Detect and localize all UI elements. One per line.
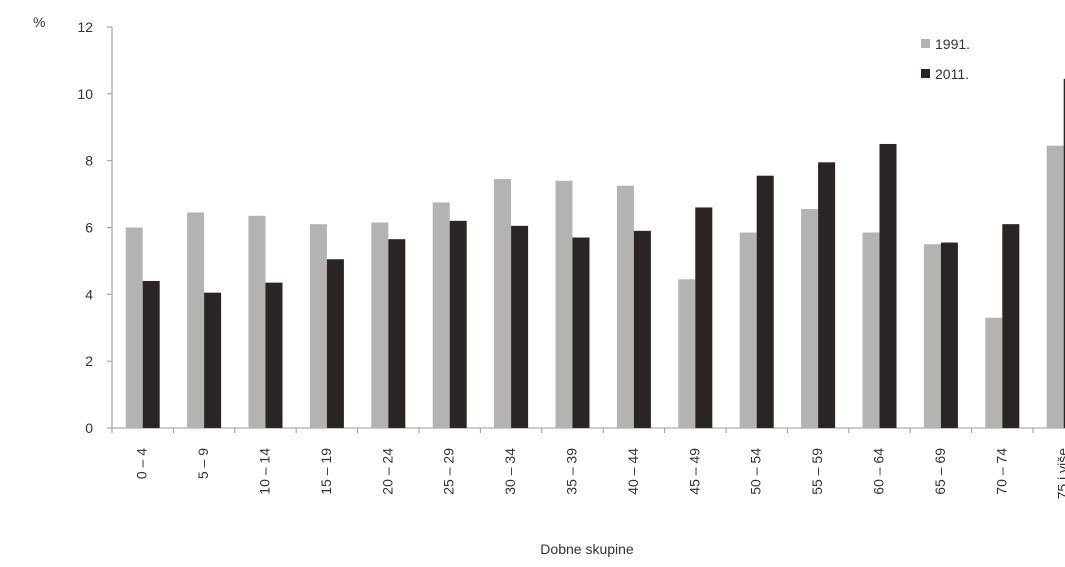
x-tick-label: 45 – 49 [686, 448, 702, 495]
bar-1991-3 [309, 224, 327, 428]
bar-1991-13 [923, 244, 941, 428]
x-tick-label: 35 – 39 [564, 448, 580, 495]
bar-1991-0 [125, 227, 143, 428]
x-tick-label: 20 – 24 [379, 448, 395, 495]
x-tick-label: 50 – 54 [748, 448, 764, 495]
legend: 1991. 2011. [921, 36, 970, 82]
bar-1991-1 [187, 212, 205, 428]
bar-2011-0 [142, 280, 160, 428]
bar-1991-10 [739, 232, 757, 428]
bar-2011-5 [449, 220, 467, 428]
bar-2011-15 [1063, 78, 1065, 428]
bar-2011-13 [940, 242, 958, 428]
bar-1991-14 [985, 317, 1003, 428]
bar-1991-15 [1046, 145, 1064, 429]
bar-1991-5 [432, 202, 450, 428]
y-tick-label: 6 [85, 220, 93, 236]
legend-swatch [921, 39, 930, 48]
bar-1991-7 [555, 180, 573, 428]
bar-2011-9 [695, 207, 713, 428]
bar-1991-12 [862, 232, 880, 428]
x-tick-label: 65 – 69 [932, 448, 948, 495]
x-tick-label: 10 – 14 [257, 448, 273, 495]
y-axis-title: % [33, 14, 45, 30]
x-tick-label: 15 – 19 [318, 448, 334, 495]
y-tick-label: 4 [85, 286, 93, 302]
x-tick-label: 75 i više [1055, 448, 1065, 500]
x-tick-label: 25 – 29 [441, 448, 457, 495]
y-tick-label: 0 [85, 420, 93, 436]
legend-label: 2011. [935, 66, 969, 82]
x-tick-label: 40 – 44 [625, 448, 641, 495]
bar-1991-6 [494, 179, 512, 428]
x-tick-label: 5 – 9 [195, 448, 211, 479]
bar-2011-1 [204, 292, 222, 428]
bar-1991-8 [616, 185, 634, 428]
bars [125, 78, 1065, 429]
x-ticks: 0 – 4 5 – 9 10 – 14 15 – 19 20 – 24 25 – 29 30… [111, 428, 1065, 500]
bar-2011-2 [265, 282, 283, 428]
legend-swatch [921, 69, 930, 78]
bar-1991-4 [371, 222, 389, 428]
bar-2011-10 [756, 175, 774, 428]
y-tick-label: 8 [85, 153, 93, 169]
bar-1991-2 [248, 215, 266, 428]
y-tick-label: 10 [77, 86, 93, 102]
bar-1991-9 [678, 279, 696, 428]
bar-2011-7 [572, 237, 590, 428]
y-tick-label: 2 [85, 353, 93, 369]
bar-2011-14 [1002, 224, 1020, 428]
bar-2011-12 [879, 143, 897, 429]
x-axis-title: Dobne skupine [540, 541, 634, 557]
bar-2011-8 [633, 230, 651, 428]
x-axis: 0 – 4 5 – 9 10 – 14 15 – 19 20 – 24 25 – 29 30… [111, 427, 1065, 500]
x-tick-label: 60 – 64 [871, 448, 887, 495]
y-tick-label: 12 [77, 19, 93, 35]
bar-2011-4 [388, 239, 406, 428]
bar-1991-11 [801, 209, 819, 428]
bar-2011-3 [326, 259, 344, 428]
y-axis: 0 2 4 6 8 10 12 [77, 19, 113, 436]
legend-label: 1991. [935, 36, 970, 52]
x-tick-label: 55 – 59 [809, 448, 825, 495]
x-tick-label: 0 – 4 [134, 448, 150, 479]
y-ticks: 0 2 4 6 8 10 12 [77, 19, 112, 436]
bar-2011-6 [511, 225, 529, 428]
x-tick-label: 30 – 34 [502, 448, 518, 495]
bar-2011-11 [818, 162, 836, 428]
x-tick-label: 70 – 74 [993, 448, 1009, 495]
